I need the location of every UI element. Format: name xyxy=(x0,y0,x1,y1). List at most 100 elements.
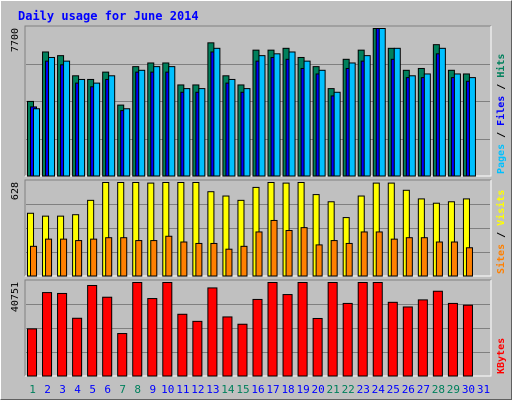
x-tick-label-day-14: 14 xyxy=(221,383,235,396)
x-tick-label-day-24: 24 xyxy=(372,383,386,396)
bar-kbytes-day-19 xyxy=(297,282,308,377)
x-tick-label-day-12: 12 xyxy=(191,383,204,396)
x-tick-label-day-29: 29 xyxy=(447,383,460,396)
panel-frame-shadow xyxy=(24,279,491,376)
bar-pages-day-16 xyxy=(258,55,266,177)
bar-sites-day-10 xyxy=(165,235,173,277)
bar-kbytes-day-27 xyxy=(417,299,428,377)
bar-kbytes-day-2 xyxy=(42,292,53,377)
bar-kbytes-day-10 xyxy=(162,282,173,377)
chart-title: Daily usage for June 2014 xyxy=(18,9,199,23)
x-tick-label-day-11: 11 xyxy=(176,383,189,396)
bar-kbytes-day-8 xyxy=(132,282,143,377)
bar-pages-day-23 xyxy=(363,55,371,177)
bar-sites-day-9 xyxy=(150,240,158,277)
bar-kbytes-day-30 xyxy=(462,304,473,377)
bar-pages-day-2 xyxy=(48,56,56,177)
bar-kbytes-day-5 xyxy=(87,284,98,377)
bar-sites-day-30 xyxy=(465,247,473,277)
bar-pages-day-6 xyxy=(108,75,116,177)
bar-sites-day-19 xyxy=(300,227,308,277)
bar-kbytes-day-14 xyxy=(222,316,233,377)
bar-sites-day-8 xyxy=(135,240,143,277)
x-tick-label-day-20: 20 xyxy=(312,383,325,396)
x-tick-label-day-27: 27 xyxy=(417,383,430,396)
x-tick-label-day-31: 31 xyxy=(477,383,490,396)
bar-pages-day-13 xyxy=(213,47,221,177)
bar-sites-day-7 xyxy=(120,237,128,277)
bar-kbytes-day-18 xyxy=(282,294,293,377)
legend-part: Files xyxy=(495,96,507,126)
x-tick-label-day-7: 7 xyxy=(119,383,126,396)
bar-pages-day-4 xyxy=(78,78,86,177)
bar-kbytes-day-29 xyxy=(447,302,458,377)
bar-pages-day-18 xyxy=(288,51,296,177)
bar-sites-day-28 xyxy=(435,241,443,277)
panel-pages-files-hits: 7700 Pages / Files / Hits xyxy=(10,25,507,177)
bar-sites-day-26 xyxy=(405,237,413,277)
bar-kbytes-day-11 xyxy=(177,313,188,377)
bar-pages-day-1 xyxy=(33,108,40,177)
bar-pages-day-7 xyxy=(123,108,131,177)
bar-sites-day-4 xyxy=(75,240,83,277)
bar-sites-day-27 xyxy=(420,237,428,277)
x-tick-label-day-6: 6 xyxy=(104,383,111,396)
x-tick-label-day-22: 22 xyxy=(342,383,355,396)
bar-pages-day-29 xyxy=(453,73,461,177)
axis-max-label: 40751 xyxy=(10,282,21,312)
bar-pages-day-5 xyxy=(93,82,101,177)
axis-max-label: 7700 xyxy=(10,28,21,52)
bar-sites-day-5 xyxy=(90,238,98,277)
legend-part: KBytes xyxy=(496,338,507,374)
bar-kbytes-day-13 xyxy=(207,287,218,377)
legend-sites-visits: Sites / Visits xyxy=(495,190,507,274)
bar-pages-day-19 xyxy=(303,60,311,177)
x-tick-label-day-2: 2 xyxy=(44,383,51,396)
panel-frame-shadow xyxy=(24,25,491,176)
x-tick-label-day-15: 15 xyxy=(236,383,249,396)
axis-max-label: 628 xyxy=(10,182,21,200)
bar-pages-day-24 xyxy=(378,28,386,177)
bar-kbytes-day-3 xyxy=(57,292,68,377)
bar-sites-day-15 xyxy=(240,245,248,277)
bar-pages-day-11 xyxy=(183,88,191,177)
x-tick-label-day-4: 4 xyxy=(74,383,81,396)
legend-part: / xyxy=(496,78,507,96)
bar-pages-day-12 xyxy=(198,88,206,177)
x-tick-label-day-19: 19 xyxy=(296,383,309,396)
bar-pages-day-28 xyxy=(438,47,446,177)
x-tick-label-day-9: 9 xyxy=(149,383,156,396)
x-tick-label-day-1: 1 xyxy=(29,383,36,396)
panel-kbytes: 40751 KBytes xyxy=(10,279,507,377)
bar-kbytes-day-12 xyxy=(192,320,203,377)
bar-sites-day-25 xyxy=(390,238,398,277)
bar-pages-day-20 xyxy=(318,69,326,177)
bar-kbytes-day-28 xyxy=(432,290,443,377)
bar-sites-day-24 xyxy=(375,231,383,277)
bar-kbytes-day-20 xyxy=(312,317,323,377)
x-tick-label-day-10: 10 xyxy=(161,383,174,396)
bar-pages-day-8 xyxy=(138,69,146,177)
bar-pages-day-9 xyxy=(153,66,161,177)
bar-sites-day-23 xyxy=(360,231,368,277)
x-tick-label-day-8: 8 xyxy=(134,383,141,396)
bar-pages-day-14 xyxy=(228,78,236,177)
bar-kbytes-day-22 xyxy=(342,302,353,377)
x-tick-label-day-21: 21 xyxy=(327,383,340,396)
bar-kbytes-day-24 xyxy=(372,282,383,377)
bar-kbytes-day-26 xyxy=(402,306,413,377)
x-tick-label-day-25: 25 xyxy=(387,383,400,396)
x-tick-label-day-17: 17 xyxy=(266,383,279,396)
bar-kbytes-day-1 xyxy=(27,328,38,377)
bar-sites-day-17 xyxy=(270,219,278,277)
x-tick-label-day-3: 3 xyxy=(59,383,66,396)
bar-kbytes-day-23 xyxy=(357,282,368,377)
bar-sites-day-20 xyxy=(315,244,323,277)
bar-sites-day-14 xyxy=(225,248,233,277)
bar-kbytes-day-16 xyxy=(252,298,263,377)
bar-pages-day-27 xyxy=(423,73,431,177)
x-tick-label-day-5: 5 xyxy=(89,383,96,396)
legend-part: Visits xyxy=(495,190,507,226)
legend-part: Hits xyxy=(495,54,507,78)
